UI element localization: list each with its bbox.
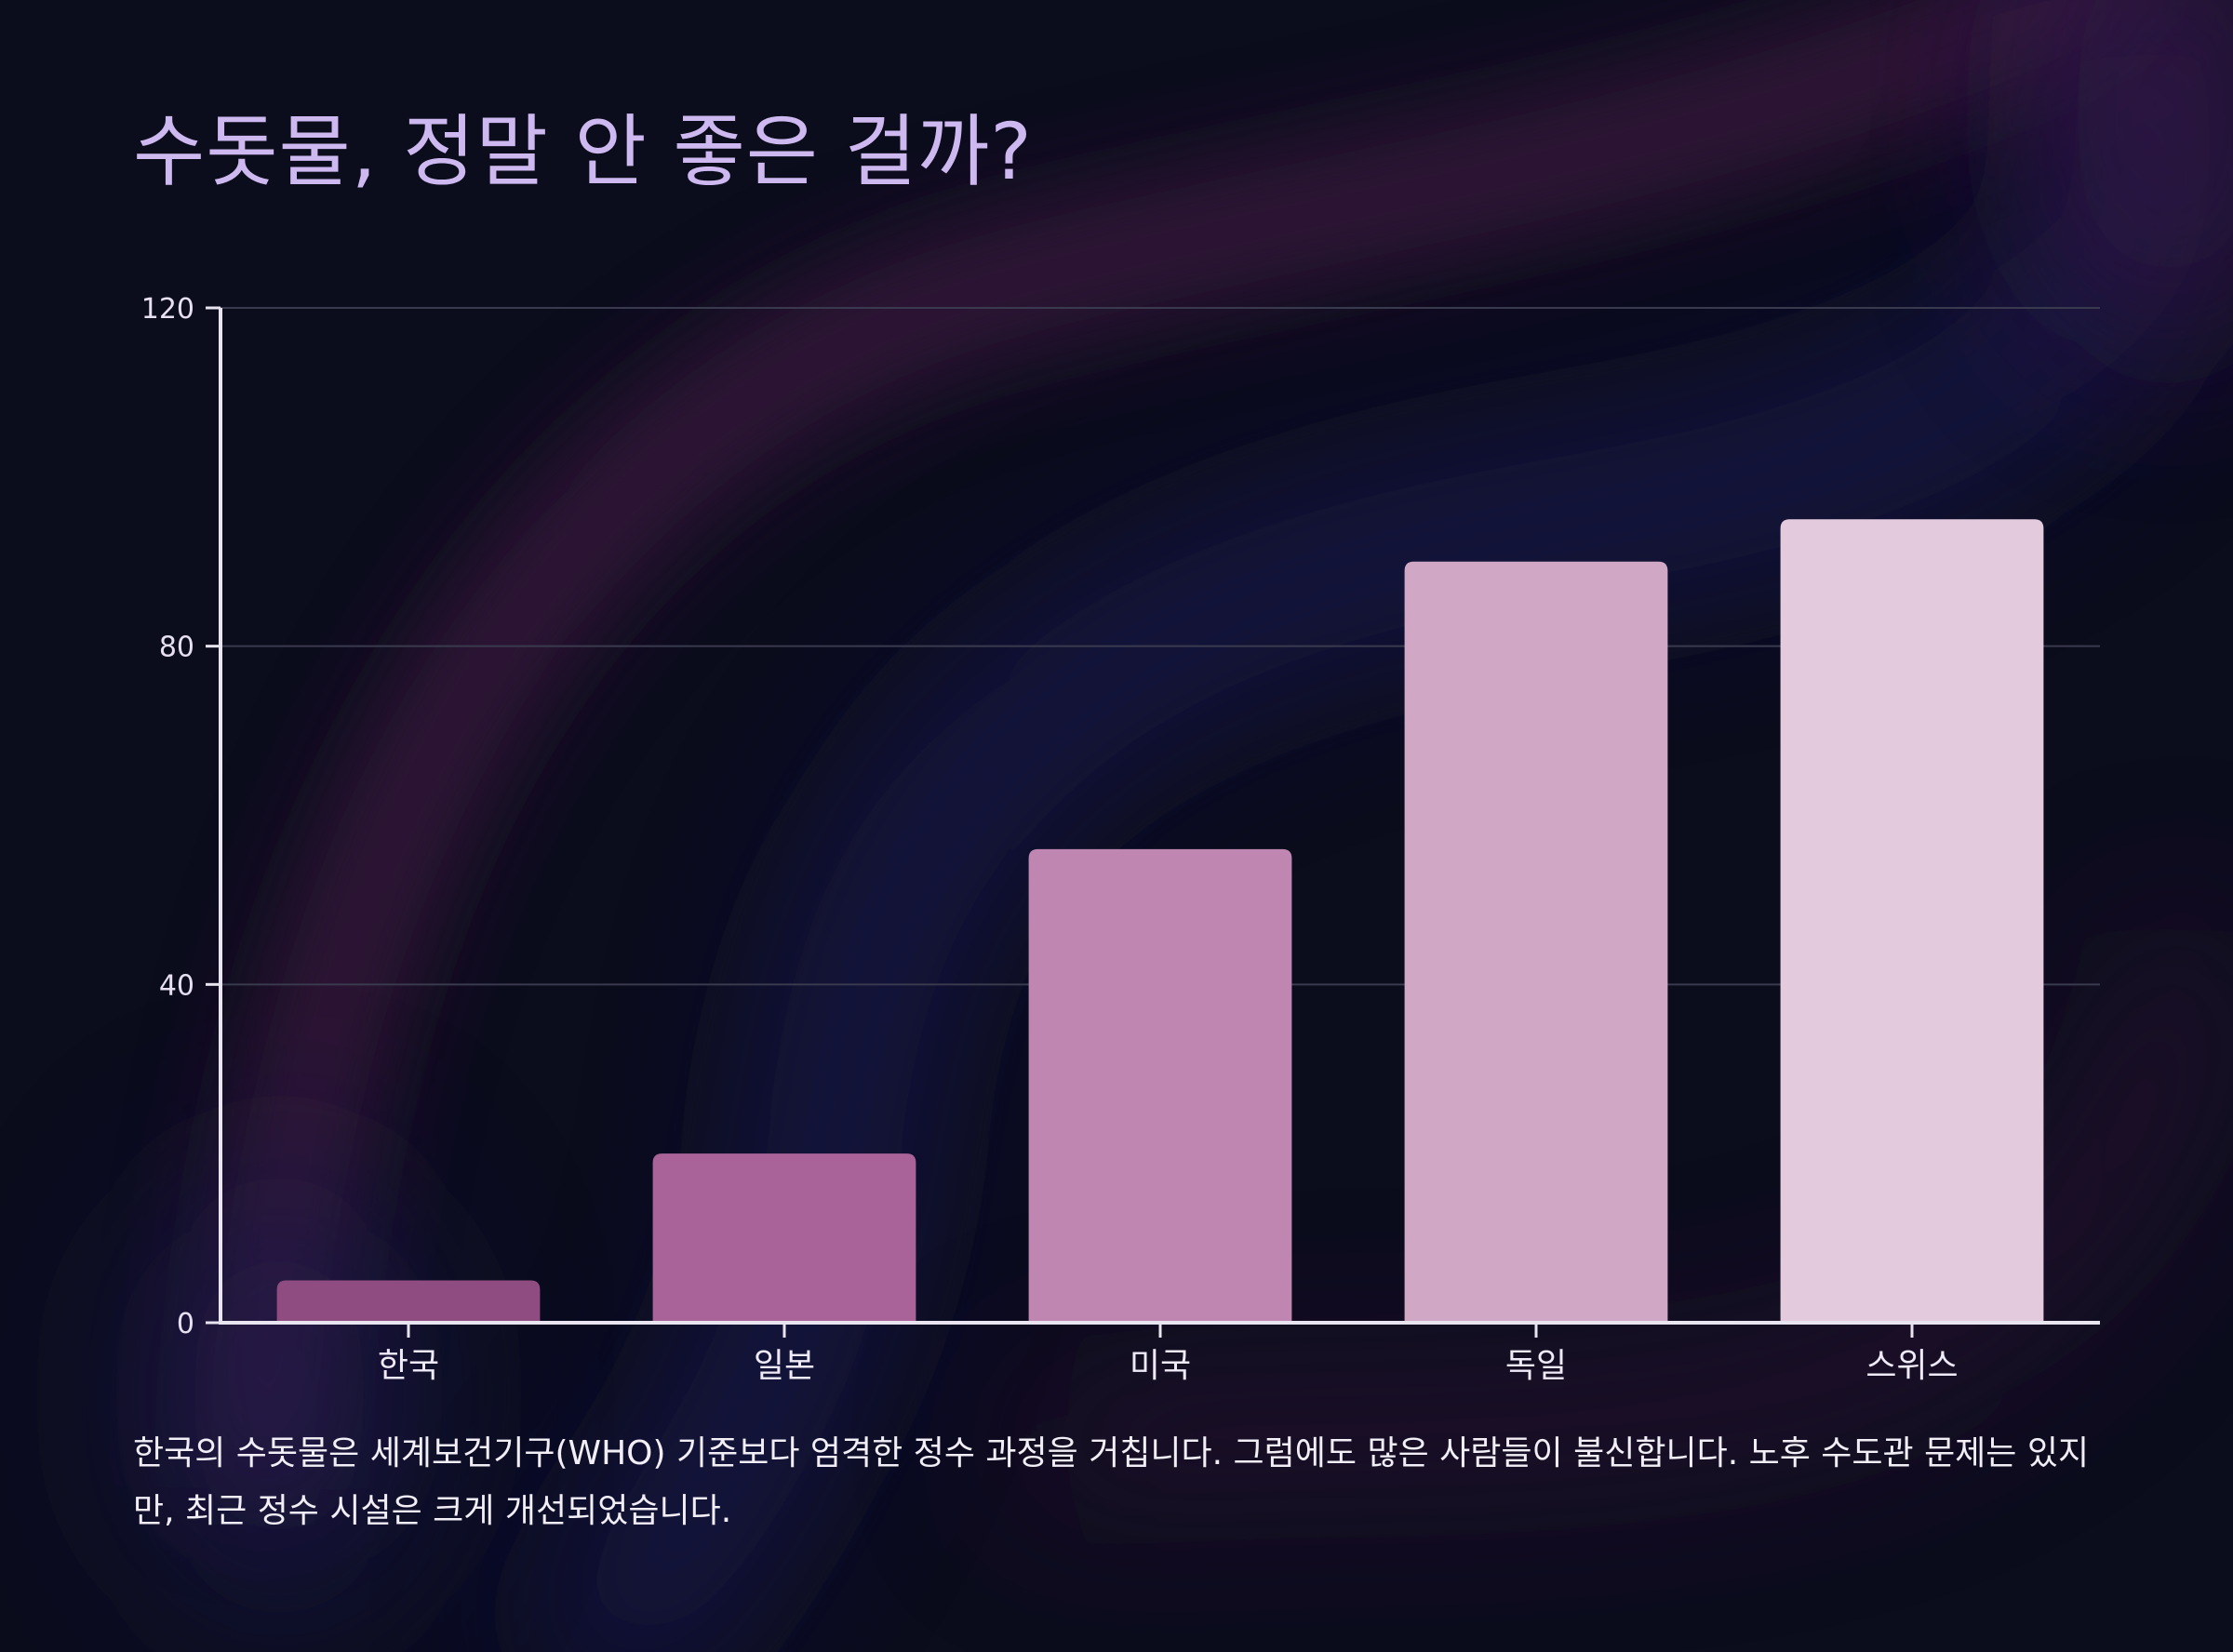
chart-description: 한국의 수돗물은 세계보건기구(WHO) 기준보다 엄격한 정수 과정을 거칩니… [133,1434,2090,1530]
bar-2 [652,1153,916,1323]
y-tick-label: 80 [159,632,194,664]
y-tick-label: 40 [159,969,194,1002]
x-category-label: 일본 [754,1347,815,1385]
bar-3 [1028,848,1292,1323]
y-tick-label: 120 [141,293,194,326]
x-category-label: 한국 [378,1347,439,1385]
y-tick-label: 0 [177,1308,194,1340]
bar-5 [1780,519,2044,1323]
x-category-label: 미국 [1130,1347,1191,1385]
axis-labels: 0 40 80 120 한국 일본 미국 독일 스위스 [141,293,1959,1385]
x-category-label: 독일 [1505,1347,1567,1385]
bar-4 [1404,561,1668,1323]
page-title: 수돗물, 정말 안 좋은 걸까? [133,106,1033,197]
axes [206,306,2100,1338]
x-category-label: 스위스 [1865,1347,1958,1385]
bar-1 [276,1280,541,1323]
bars [276,519,2044,1323]
